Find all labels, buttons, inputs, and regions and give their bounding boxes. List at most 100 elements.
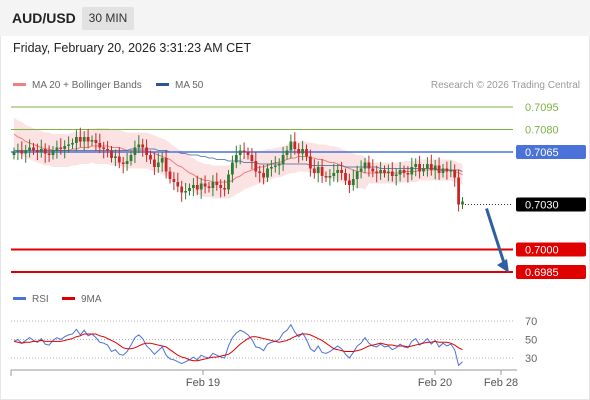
candle-body: [75, 137, 78, 143]
candle-body: [301, 149, 304, 154]
candle-body: [449, 170, 453, 172]
instrument-title: AUD/USD: [12, 10, 76, 26]
candle-body: [184, 191, 187, 193]
timeframe-button[interactable]: 30 MIN: [82, 7, 134, 30]
candle-body: [137, 144, 141, 148]
candle-body: [82, 137, 86, 142]
candle-body: [437, 165, 441, 173]
candle-body: [328, 176, 332, 178]
candle-body: [203, 183, 207, 187]
candle-body: [231, 162, 234, 175]
candle-body: [293, 141, 297, 149]
candle-body: [117, 156, 121, 163]
candle-body: [375, 171, 379, 173]
level-box-0.7030: [516, 197, 586, 212]
candle-body: [433, 165, 437, 170]
level-label-0.7000: 0.7000: [525, 245, 559, 257]
level-label-0.7095: 0.7095: [525, 102, 559, 114]
candle-body: [285, 150, 289, 155]
candle-body: [410, 167, 414, 175]
candle-body: [86, 137, 90, 142]
candle-body: [457, 177, 460, 205]
candle-body: [211, 182, 215, 188]
candle-body: [114, 156, 117, 158]
candle-body: [273, 165, 277, 167]
rsi-tick-70: 70: [525, 316, 537, 328]
chart-datetime: Friday, February 20, 2026 3:31:23 AM CET: [13, 41, 252, 55]
candle-body: [277, 164, 281, 166]
legend-swatch-ma50: [156, 82, 169, 86]
rsi-series-RSI: [13, 323, 463, 367]
candle-body: [312, 168, 316, 173]
candle-body: [453, 170, 457, 178]
candle-body: [351, 179, 355, 185]
candle-body: [153, 159, 156, 167]
candle-body: [12, 152, 16, 155]
candle-body: [320, 167, 324, 176]
candle-body: [156, 162, 160, 167]
candle-body: [129, 155, 133, 161]
level-box-0.6985: [516, 265, 586, 279]
legend-swatch-9ma: [62, 296, 75, 300]
candle-body: [461, 201, 464, 205]
candle-body: [125, 161, 129, 164]
candle-body: [199, 183, 203, 190]
rsi-series-9MA: [13, 333, 463, 362]
candle-body: [429, 164, 433, 170]
candle-body: [371, 168, 375, 172]
candle-body: [36, 150, 39, 152]
candle-body: [94, 140, 98, 143]
candle-body: [426, 164, 429, 169]
candle-body: [215, 182, 219, 185]
candle-body: [336, 170, 340, 173]
candle-body: [47, 153, 51, 155]
level-label-0.7065: 0.7065: [525, 147, 559, 159]
candle-body: [340, 170, 343, 173]
chart-header: AUD/USD 30 MIN: [0, 0, 590, 36]
candle-body: [234, 155, 238, 163]
candle-body: [348, 180, 351, 185]
forecast-arrow-head: [497, 259, 509, 273]
candle-body: [32, 147, 35, 151]
candle-body: [441, 168, 445, 173]
candle-body: [176, 182, 180, 187]
candle-body: [324, 176, 328, 178]
candle-body: [359, 168, 363, 172]
candle-body: [316, 167, 320, 173]
candle-body: [39, 149, 43, 152]
legend-label-ma20: MA 20 + Bollinger Bands: [32, 80, 142, 91]
candle-body: [16, 150, 20, 152]
bollinger-band: [14, 117, 463, 199]
candle-body: [281, 155, 285, 164]
candle-body: [219, 185, 223, 188]
candle-body: [422, 168, 425, 172]
candle-body: [445, 168, 449, 172]
candle-body: [90, 140, 94, 142]
candle-body: [363, 162, 367, 169]
candle-body: [242, 150, 246, 152]
candle-body: [223, 188, 226, 190]
candle-body: [383, 170, 386, 173]
candle-body: [379, 170, 382, 173]
candle-body: [78, 137, 82, 142]
candle-body: [387, 171, 390, 173]
candle-body: [355, 171, 359, 179]
candle-body: [207, 186, 211, 188]
candle-body: [59, 147, 63, 149]
candle-body: [133, 147, 137, 155]
legend-item-9ma: 9MA: [62, 294, 102, 305]
candle-body: [164, 158, 168, 172]
legend-item-rsi: RSI: [13, 294, 49, 305]
candle-body: [172, 179, 176, 182]
candle-body: [180, 186, 184, 193]
candle-body: [55, 147, 59, 151]
candle-body: [67, 144, 70, 146]
candle-body: [20, 150, 24, 154]
candle-body: [141, 144, 145, 148]
level-box-0.7000: [516, 242, 586, 257]
candle-body: [305, 149, 308, 157]
candle-body: [266, 168, 269, 178]
candle-body: [238, 150, 242, 155]
candle-body: [390, 171, 394, 176]
